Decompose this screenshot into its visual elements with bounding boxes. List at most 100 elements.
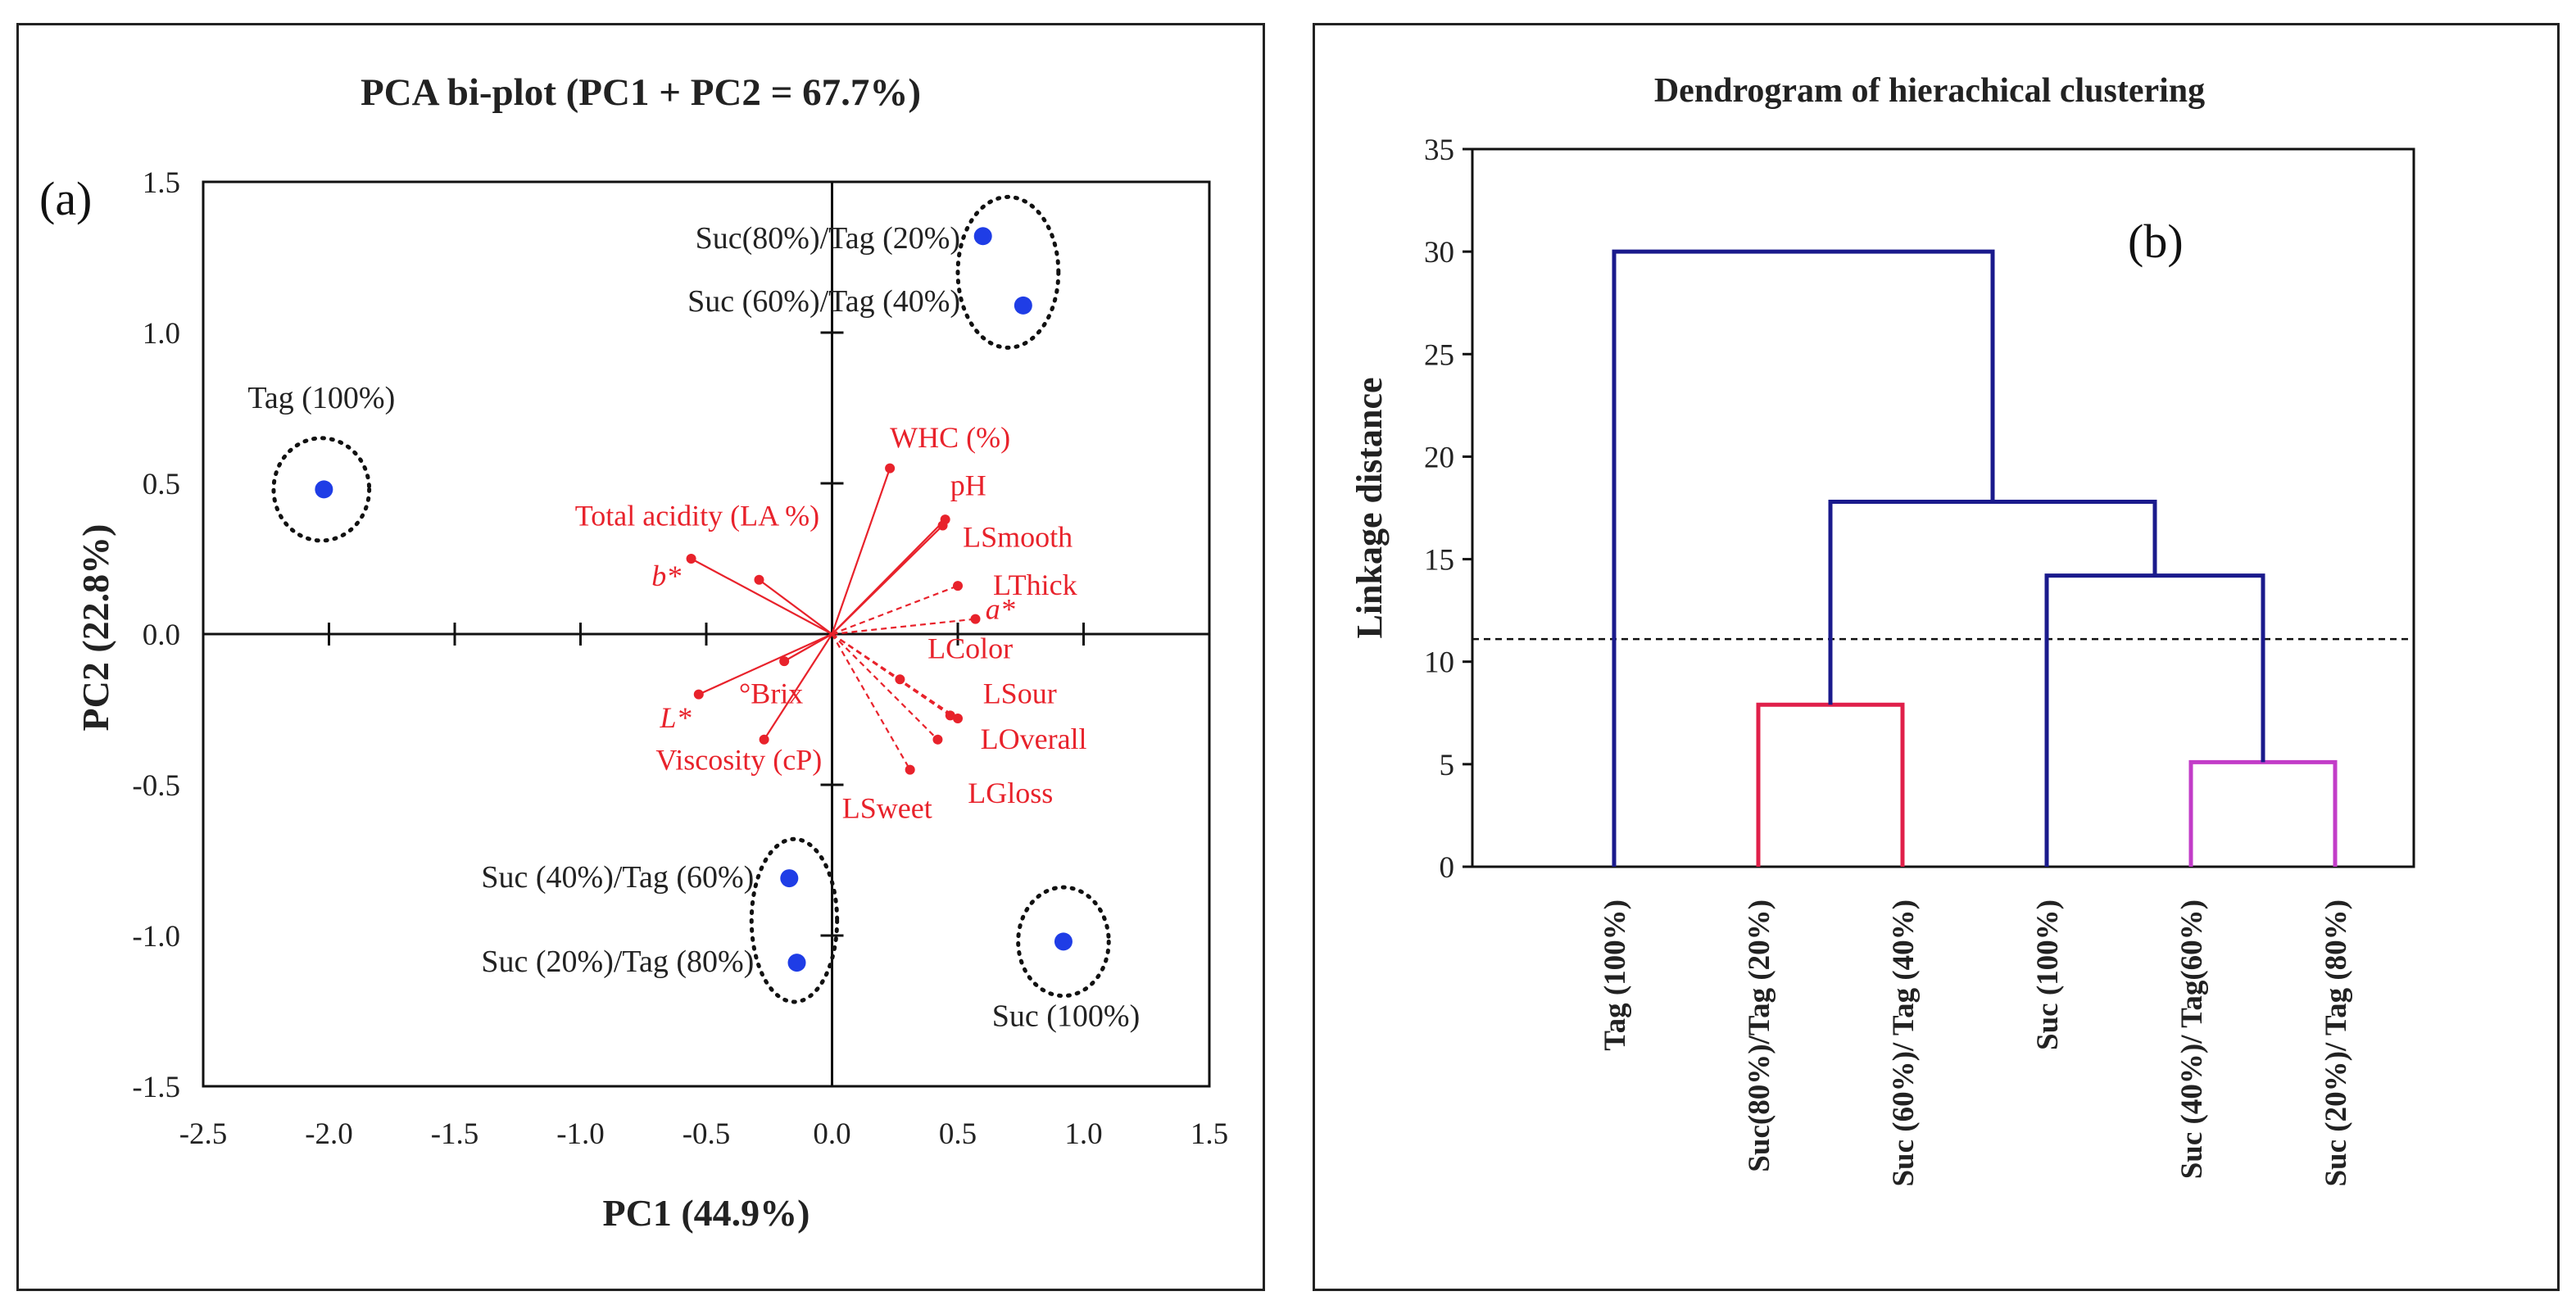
loading-label-a: a* [986,593,1015,626]
loading-vector-a [832,618,976,636]
dendrogram-y-axis-title: Linkage distance [1349,377,1390,638]
loading-vector-l [698,632,832,696]
dendrogram-y-tick-label: 20 [1424,441,1454,474]
pca-x-tick-label: -2.0 [305,1117,353,1151]
loading-label-lsour: LSour [983,677,1057,710]
loading-label-l: L* [660,701,692,734]
loading-point-l [693,689,704,700]
sample-label-suc-80-tag-20: Suc(80%)/Tag (20%) [696,221,960,256]
sample-label-suc-20-tag-80: Suc (20%)/Tag (80%) [481,945,754,979]
loading-point-loverall [932,734,943,745]
sample-group-ellipse-4 [1016,885,1111,999]
loading-label-ph: pH [950,469,986,502]
pca-x-tick-label: 0.0 [813,1117,850,1151]
loading-point-viscosity-cp [759,734,769,745]
loading-point-b [686,554,696,564]
loading-label-lthick: LThick [993,569,1077,601]
dendrogram-panel-label: (b) [2128,215,2184,268]
loading-label-brix: °Brix [739,677,803,710]
pca-y-tick-label: 1.5 [143,166,180,200]
sample-label-suc-40-tag-60: Suc (40%)/Tag (60%) [481,860,754,895]
dendrogram-y-tick-label: 10 [1424,646,1454,680]
pca-x-tick-label: 1.5 [1190,1117,1228,1151]
sample-point-suc-80-tag-20 [973,227,992,246]
pca-x-tick-label: -2.5 [179,1117,228,1151]
loading-label-lgloss: LGloss [968,777,1053,809]
pca-x-axis-title: PC1 (44.9%) [603,1192,810,1234]
pca-x-tick-label: -0.5 [683,1117,731,1151]
sample-label-suc-60-tag-40: Suc (60%)/Tag (40%) [687,284,960,319]
loading-label-whc: WHC (%) [890,421,1010,454]
sample-group-ellipse-2 [955,194,1061,350]
pca-y-tick-label: -1.5 [132,1071,180,1104]
sample-point-suc-60-tag-40 [1014,296,1032,315]
pca-y-tick-label: 0.0 [143,619,180,652]
panel-b-frame [1313,23,2560,1291]
dendrogram-y-tick-label: 15 [1424,544,1454,578]
dendrogram-y-tick-label: 35 [1424,134,1454,167]
loading-point-lsour [953,714,963,724]
dendrogram-leaf-label-suc-80-tag-20: Suc(80%)/Tag (20%) [1743,899,1776,1172]
loading-point-total-acidity-la [754,574,764,585]
loading-vector-loverall [831,633,939,741]
pca-title: PCA bi-plot (PC1 + PC2 = 67.7%) [361,71,921,114]
loading-vector-viscosity-cp [763,633,833,741]
loading-point-a [970,614,981,624]
sample-point-tag-100 [315,480,333,499]
dendrogram-plot-area: 0 5 10 15 20 25 30 35 Tag (100%) Suc(80%)/Tag (20… [1424,134,2415,1187]
loading-point-brix [779,656,790,667]
sample-point-suc-40-tag-60 [780,869,799,888]
loading-vector-lthick [832,585,959,636]
loading-label-total-acidity-la: Total acidity (LA %) [575,500,819,532]
loading-vector-lsweet [831,633,911,771]
loading-label-viscosity-cp: Viscosity (cP) [655,744,822,777]
pca-x-tick-label: -1.5 [431,1117,479,1151]
loading-label-lsmooth: LSmooth [963,520,1073,553]
sample-group-ellipse-3 [749,836,840,1004]
sample-label-suc-100: Suc (100%) [992,999,1140,1033]
loading-label-lsweet: LSweet [842,791,932,824]
loading-label-loverall: LOverall [981,723,1087,755]
dendrogram-y-tick-label: 30 [1424,236,1454,270]
dendrogram-title: Dendrogram of hierachical clustering [1654,72,2205,110]
dendrogram-leaf-label-suc-20-tag-80: Suc (20%)/ Tag (80%) [2320,899,2353,1187]
pca-x-tick-label: 1.0 [1064,1117,1102,1151]
loading-vector-whc [831,468,891,635]
dendrogram-y-tick-label: 25 [1424,338,1454,372]
sample-label-tag-100: Tag (100%) [247,381,395,415]
dendrogram-link-5 [1612,249,1995,867]
pca-y-tick-label: -0.5 [132,769,180,803]
pca-y-tick-label: 0.5 [143,468,180,501]
pca-y-axis-title: PC2 (22.8%) [75,524,116,732]
dendrogram-leaf-label-suc-60-tag-40: Suc (60%)/ Tag (40%) [1887,899,1921,1187]
loading-point-lsmooth [937,520,948,531]
sample-point-suc-100 [1054,932,1073,951]
loading-vector-lsmooth [831,524,944,635]
sample-point-suc-20-tag-80 [787,954,806,972]
pca-panel-label: (a) [39,172,92,225]
panel-a-frame [16,23,1265,1291]
dendrogram-link-3 [2044,573,2265,867]
dendrogram-link-1 [1756,702,1905,867]
loading-vector-total-acidity-la [758,578,833,635]
loading-vector-lsour2 [831,633,951,717]
loading-label-lcolor: LColor [927,632,1013,664]
loading-point-lsweet [905,764,915,775]
dendrogram-link-2 [2188,759,2338,867]
dendrogram-y-tick-label: 5 [1440,749,1455,782]
dendrogram-y-tick-label: 0 [1440,851,1455,885]
pca-y-tick-label: 1.0 [143,317,180,351]
dendrogram-link-4 [1828,499,2157,705]
pca-x-tick-label: 0.5 [939,1117,977,1151]
pca-x-tick-label: -1.0 [556,1117,605,1151]
pca-plot-area: -2.5 -2.0 -1.5 -1.0 -0.5 0.0 0.5 1.0 1.5 -1.5 -1.0… [132,166,1228,1151]
dendrogram-leaf-label-suc-100: Suc (100%) [2031,899,2065,1050]
dendrogram-plot-frame [1471,147,2415,868]
loading-point-lthick [953,581,963,591]
pca-y-tick-label: -1.0 [132,920,180,954]
loading-vector-b [691,558,833,635]
dendrogram-leaf-label-tag-100: Tag (100%) [1599,899,1632,1051]
loading-point-whc [885,463,896,474]
dendrogram-leaf-label-suc-40-tag-60: Suc (40%)/ Tag(60%) [2175,899,2209,1179]
